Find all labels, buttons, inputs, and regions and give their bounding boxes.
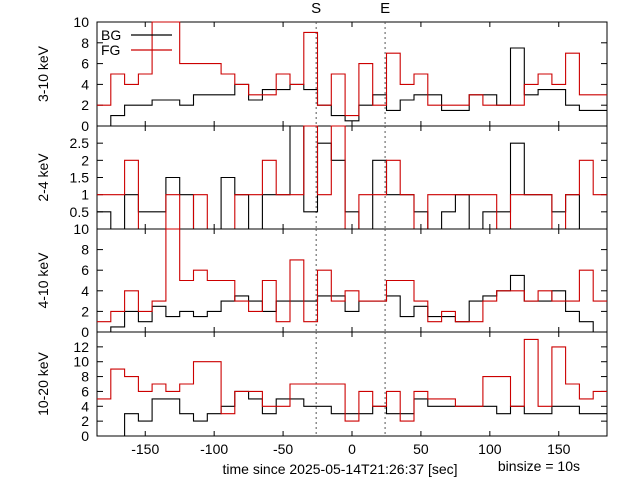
x-tick-label: -50	[273, 441, 293, 457]
y-tick-label: 2.5	[70, 135, 90, 151]
series-fg-line	[97, 228, 607, 323]
y-tick-label: 6	[81, 56, 89, 72]
y-tick-label: 10	[73, 221, 89, 237]
series-bg-line	[97, 47, 607, 127]
x-tick-label: 150	[547, 441, 571, 457]
y-tick-label: 4	[81, 283, 89, 299]
panel-frame	[96, 21, 608, 127]
panel-2: 0.511.5 22.5 2-4 keV	[35, 125, 608, 230]
y-tick-label: 10	[73, 354, 89, 370]
y-tick-label: 0	[81, 428, 89, 444]
y-tick-label: 2	[81, 413, 89, 429]
y-tick-label: 2	[81, 303, 89, 319]
y-tick-label: 6	[81, 262, 89, 278]
series-bg-line	[97, 125, 607, 230]
y-tick-label: 4	[81, 398, 89, 414]
y-axis-label: 3-10 keV	[35, 45, 51, 102]
y-tick-label: 8	[81, 369, 89, 385]
series-fg-line	[97, 338, 607, 422]
y-tick-label: 0	[81, 324, 89, 340]
panel-3: 0 2 4 6 8 10 4-10 keV	[35, 221, 608, 340]
x-axis-label: time since 2025-05-14T21:26:37 [sec]	[222, 461, 457, 477]
panel-frame	[96, 331, 608, 437]
binsize-label: binsize = 10s	[498, 458, 580, 474]
y-axis-label: 2-4 keV	[35, 153, 51, 202]
y-axis-label: 4-10 keV	[35, 252, 51, 309]
y-tick-label: 0	[81, 118, 89, 134]
marker-label-E: E	[380, 0, 390, 17]
y-tick-label: 12	[73, 339, 89, 355]
y-tick-label: 6	[81, 383, 89, 399]
y-tick-label: 2	[81, 97, 89, 113]
time-axis: -150 -100 -50 0 50 100 150	[131, 441, 570, 457]
x-tick-label: 50	[413, 441, 429, 457]
y-tick-label: 1.5	[70, 170, 90, 186]
y-tick-label: 10	[73, 14, 89, 30]
x-tick-label: -150	[131, 441, 159, 457]
y-tick-label: 2	[81, 152, 89, 168]
series-fg-line	[97, 21, 607, 117]
x-tick-label: -100	[200, 441, 228, 457]
series-bg-line	[97, 390, 607, 437]
y-tick-label: 0.5	[70, 204, 90, 220]
legend-label-fg: FG	[101, 42, 120, 58]
x-tick-label: 100	[478, 441, 502, 457]
y-axis-label: 10-20 keV	[35, 351, 51, 415]
y-tick-label: 1	[81, 187, 89, 203]
y-tick-label: 8	[81, 35, 89, 51]
y-tick-label: 4	[81, 76, 89, 92]
series-bg-line	[97, 274, 607, 333]
marker-label-S: S	[311, 0, 321, 17]
y-tick-label: 8	[81, 242, 89, 258]
legend-label-bg: BG	[101, 27, 121, 43]
x-tick-label: 0	[348, 441, 356, 457]
